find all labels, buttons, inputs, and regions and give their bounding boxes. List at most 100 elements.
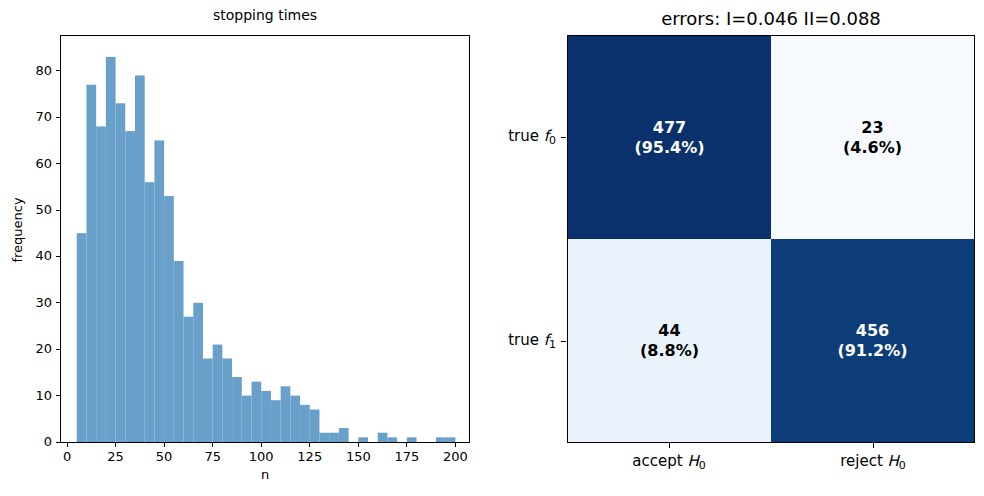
figure-canvas: stopping times n frequency errors: I=0.0… xyxy=(0,0,984,496)
histogram-bar xyxy=(86,85,96,442)
x-tick-mark xyxy=(67,443,68,447)
histogram-bar xyxy=(271,400,281,442)
matrix-row-tick xyxy=(561,137,566,138)
math-var: H xyxy=(888,452,899,470)
histogram-bar xyxy=(378,433,388,442)
histogram-bar xyxy=(319,433,329,442)
y-tick-mark xyxy=(56,349,60,350)
y-tick-mark xyxy=(56,302,60,303)
histogram-bar xyxy=(281,386,291,442)
matrix-cell-true-f0-accept-h0: 477(95.4%) xyxy=(568,36,771,239)
cell-percentage: (95.4%) xyxy=(634,138,704,158)
matrix-row-tick xyxy=(561,341,566,342)
histogram-bar xyxy=(116,103,126,442)
cell-count: 23 xyxy=(861,118,883,138)
y-tick-mark xyxy=(56,442,60,443)
x-tick-label: 0 xyxy=(63,449,71,464)
x-tick-label: 125 xyxy=(297,449,322,464)
histogram-bar xyxy=(358,437,368,442)
histogram-bar xyxy=(77,233,87,442)
y-tick-mark xyxy=(56,117,60,118)
x-tick-label: 150 xyxy=(346,449,371,464)
x-tick-mark xyxy=(406,443,407,447)
x-tick-label: 100 xyxy=(249,449,274,464)
col-label-reject-h0: reject H0 xyxy=(840,452,906,472)
matrix-cell-true-f0-reject-h0: 23(4.6%) xyxy=(771,36,974,239)
x-tick-mark xyxy=(455,443,456,447)
histogram-bar xyxy=(329,433,339,442)
histogram-bar xyxy=(125,131,135,442)
histogram-bar xyxy=(290,396,300,442)
histogram-bar xyxy=(106,57,116,442)
math-subscript: 1 xyxy=(549,338,556,351)
y-tick-label: 70 xyxy=(18,109,52,124)
cell-percentage: (8.8%) xyxy=(640,341,699,361)
matrix-col-tick xyxy=(669,443,670,448)
confusion-matrix-axes: 477(95.4%)23(4.6%)44(8.8%)456(91.2%) xyxy=(567,35,975,443)
confusion-matrix-title: errors: I=0.046 II=0.088 xyxy=(567,8,975,29)
y-tick-mark xyxy=(56,256,60,257)
cell-count: 44 xyxy=(658,321,680,341)
math-subscript: 0 xyxy=(699,459,706,472)
x-tick-label: 50 xyxy=(156,449,173,464)
histogram-bar xyxy=(252,382,262,442)
cell-count: 456 xyxy=(856,321,889,341)
y-tick-label: 20 xyxy=(18,341,52,356)
math-subscript: 0 xyxy=(899,459,906,472)
col-label-accept-h0: accept H0 xyxy=(632,452,705,472)
histogram-bar xyxy=(213,345,223,442)
histogram-bar xyxy=(222,358,232,442)
histogram-bar xyxy=(407,437,417,442)
histogram-bar xyxy=(174,261,184,442)
matrix-cell-true-f1-reject-h0: 456(91.2%) xyxy=(771,239,974,442)
histogram-bar xyxy=(387,437,397,442)
x-tick-mark xyxy=(212,443,213,447)
histogram-bar xyxy=(310,410,320,442)
histogram-bar xyxy=(145,182,155,442)
y-tick-label: 0 xyxy=(18,434,52,449)
row-label-true-f0: true f0 xyxy=(446,127,556,147)
histogram-bar xyxy=(193,303,203,442)
histogram-bar xyxy=(96,126,106,442)
y-tick-mark xyxy=(56,163,60,164)
cell-count: 477 xyxy=(653,118,686,138)
histogram-bar xyxy=(261,391,271,442)
y-tick-label: 80 xyxy=(18,63,52,78)
histogram-bar xyxy=(135,75,145,442)
y-tick-mark xyxy=(56,395,60,396)
y-tick-label: 40 xyxy=(18,248,52,263)
histogram-axes xyxy=(60,35,470,443)
x-tick-mark xyxy=(309,443,310,447)
x-tick-mark xyxy=(164,443,165,447)
histogram-bar xyxy=(232,377,242,442)
x-tick-label: 25 xyxy=(107,449,124,464)
histogram-bar xyxy=(203,358,213,442)
y-tick-mark xyxy=(56,210,60,211)
histogram-title: stopping times xyxy=(60,7,470,23)
x-tick-mark xyxy=(115,443,116,447)
y-tick-label: 50 xyxy=(18,202,52,217)
histogram-bar xyxy=(164,196,174,442)
matrix-col-tick xyxy=(873,443,874,448)
x-tick-label: 200 xyxy=(443,449,468,464)
x-tick-label: 175 xyxy=(394,449,419,464)
x-tick-label: 75 xyxy=(204,449,221,464)
histogram-bar xyxy=(184,317,194,442)
math-subscript: 0 xyxy=(549,134,556,147)
histogram-xaxis-label: n xyxy=(60,467,470,482)
y-tick-mark xyxy=(56,70,60,71)
histogram-bar xyxy=(339,428,349,442)
row-label-true-f1: true f1 xyxy=(446,331,556,351)
matrix-cell-true-f1-accept-h0: 44(8.8%) xyxy=(568,239,771,442)
x-tick-mark xyxy=(358,443,359,447)
histogram-bar xyxy=(300,405,310,442)
cell-percentage: (4.6%) xyxy=(843,138,902,158)
x-tick-mark xyxy=(261,443,262,447)
histogram-bar xyxy=(436,437,446,442)
cell-percentage: (91.2%) xyxy=(837,341,907,361)
histogram-bar xyxy=(242,396,252,442)
y-tick-label: 60 xyxy=(18,156,52,171)
histogram-bar xyxy=(446,437,456,442)
math-var: H xyxy=(687,452,698,470)
histogram-bar xyxy=(154,140,164,442)
